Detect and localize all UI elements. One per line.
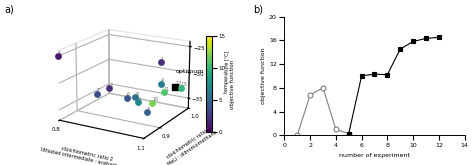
Y-axis label: stoichiometric ratio 1
MeLi : dibromomethane: stoichiometric ratio 1 MeLi : dibromomet… bbox=[163, 125, 218, 165]
Text: b): b) bbox=[254, 5, 264, 15]
X-axis label: stoichiometric ratio 2
lithiated intermediate : acetophenone: stoichiometric ratio 2 lithiated interme… bbox=[39, 142, 133, 165]
X-axis label: number of experiment: number of experiment bbox=[339, 153, 410, 159]
Y-axis label: objective function: objective function bbox=[230, 60, 235, 109]
Y-axis label: objective function: objective function bbox=[261, 48, 266, 104]
Text: a): a) bbox=[5, 5, 15, 15]
